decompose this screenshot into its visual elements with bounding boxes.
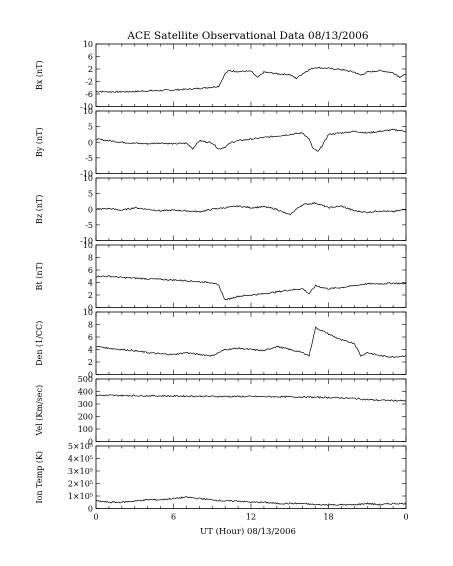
- y-tick-label-bz-0: 10: [83, 174, 93, 183]
- y-tick-label-bt-4: 2: [88, 291, 93, 300]
- x-tick-label-4: 0: [403, 513, 408, 522]
- y-axis-label-bt: Bt (nT): [35, 262, 44, 290]
- series-line-bx: [95, 66, 407, 93]
- y-axis-label-temp: Ion Temp (K): [35, 451, 44, 504]
- y-tick-label-vel-1: 400: [78, 388, 93, 397]
- panel-frame-by: [95, 110, 407, 174]
- y-tick-label-by-3: -5: [85, 154, 93, 163]
- y-tick-label-bx-3: -2: [85, 78, 93, 87]
- y-tick-label-bt-5: 0: [88, 304, 93, 313]
- y-tick-label-bt-2: 6: [88, 266, 93, 275]
- y-tick-label-bt-1: 8: [88, 254, 93, 263]
- y-tick-label-vel-3: 200: [78, 413, 93, 422]
- y-tick-label-vel-2: 300: [78, 400, 93, 409]
- y-tick-label-temp-2: 3×10⁵: [68, 467, 93, 476]
- y-tick-label-bx-1: 6: [88, 53, 93, 62]
- x-tick-label-0: 0: [93, 513, 98, 522]
- y-tick-label-vel-5: 0: [88, 438, 93, 447]
- y-tick-label-bz-2: 0: [88, 205, 93, 214]
- series-line-vel: [95, 394, 407, 402]
- y-tick-label-temp-0: 5×10⁵: [68, 442, 93, 451]
- chart-title: ACE Satellite Observational Data 08/13/2…: [126, 30, 368, 42]
- y-tick-label-bx-2: 2: [88, 65, 93, 74]
- series-line-temp: [95, 496, 407, 506]
- y-tick-label-den-0: 10: [83, 308, 93, 317]
- x-tick-label-3: 18: [323, 513, 333, 522]
- y-tick-label-bt-3: 4: [88, 279, 93, 288]
- panel-frame-bx: [95, 43, 407, 107]
- y-tick-label-bz-3: -5: [85, 221, 93, 230]
- y-tick-label-den-2: 6: [88, 333, 93, 342]
- y-tick-label-bz-4: -10: [80, 237, 93, 246]
- y-tick-label-by-4: -10: [80, 170, 93, 179]
- y-tick-label-bx-0: 10: [83, 40, 93, 49]
- x-tick-label-2: 12: [246, 513, 256, 522]
- y-tick-label-by-1: 5: [88, 123, 93, 132]
- panel-frame-den: [95, 311, 407, 375]
- panel-frame-bz: [95, 177, 407, 241]
- y-tick-label-by-2: 0: [88, 138, 93, 147]
- x-axis-label: UT (Hour) 08/13/2006: [200, 526, 296, 537]
- panel-frame-bt: [95, 244, 407, 308]
- y-tick-label-den-5: 0: [88, 371, 93, 380]
- series-line-bz: [95, 201, 407, 216]
- panels: 10 6 2 -2 -6 -10 Bx (nT) 10 5 0 -5 -10 By (nT) 10 5 0 -5…: [35, 40, 409, 522]
- y-tick-label-temp-3: 2×10⁵: [68, 480, 93, 489]
- y-tick-label-bx-5: -10: [80, 103, 93, 112]
- panel-frame-vel: [95, 378, 407, 442]
- y-tick-label-bx-4: -6: [85, 90, 93, 99]
- y-tick-label-temp-4: 1×10⁵: [68, 492, 93, 501]
- series-line-bt: [95, 275, 407, 301]
- y-tick-label-den-4: 2: [88, 358, 93, 367]
- y-tick-label-vel-4: 100: [78, 425, 93, 434]
- y-tick-label-temp-5: 0: [88, 505, 93, 514]
- y-tick-label-den-1: 8: [88, 321, 93, 330]
- y-axis-label-bz: Bz (nT): [35, 195, 44, 224]
- y-tick-label-by-0: 10: [83, 107, 93, 116]
- y-axis-label-vel: Vel (Km/sec): [35, 385, 44, 437]
- panel-frame-temp: [95, 445, 407, 509]
- y-tick-label-temp-1: 4×10⁵: [68, 455, 93, 464]
- y-axis-label-by: By (nT): [35, 127, 44, 157]
- y-tick-label-vel-0: 500: [78, 375, 93, 384]
- y-tick-label-den-3: 4: [88, 346, 93, 355]
- y-axis-label-bx: Bx (nT): [35, 60, 44, 90]
- series-line-by: [95, 128, 407, 152]
- y-axis-label-den: Den (1/CC): [35, 321, 44, 366]
- x-tick-label-1: 6: [171, 513, 176, 522]
- series-line-den: [95, 326, 407, 358]
- y-tick-label-bt-0: 10: [83, 241, 93, 250]
- y-tick-label-bz-1: 5: [88, 190, 93, 199]
